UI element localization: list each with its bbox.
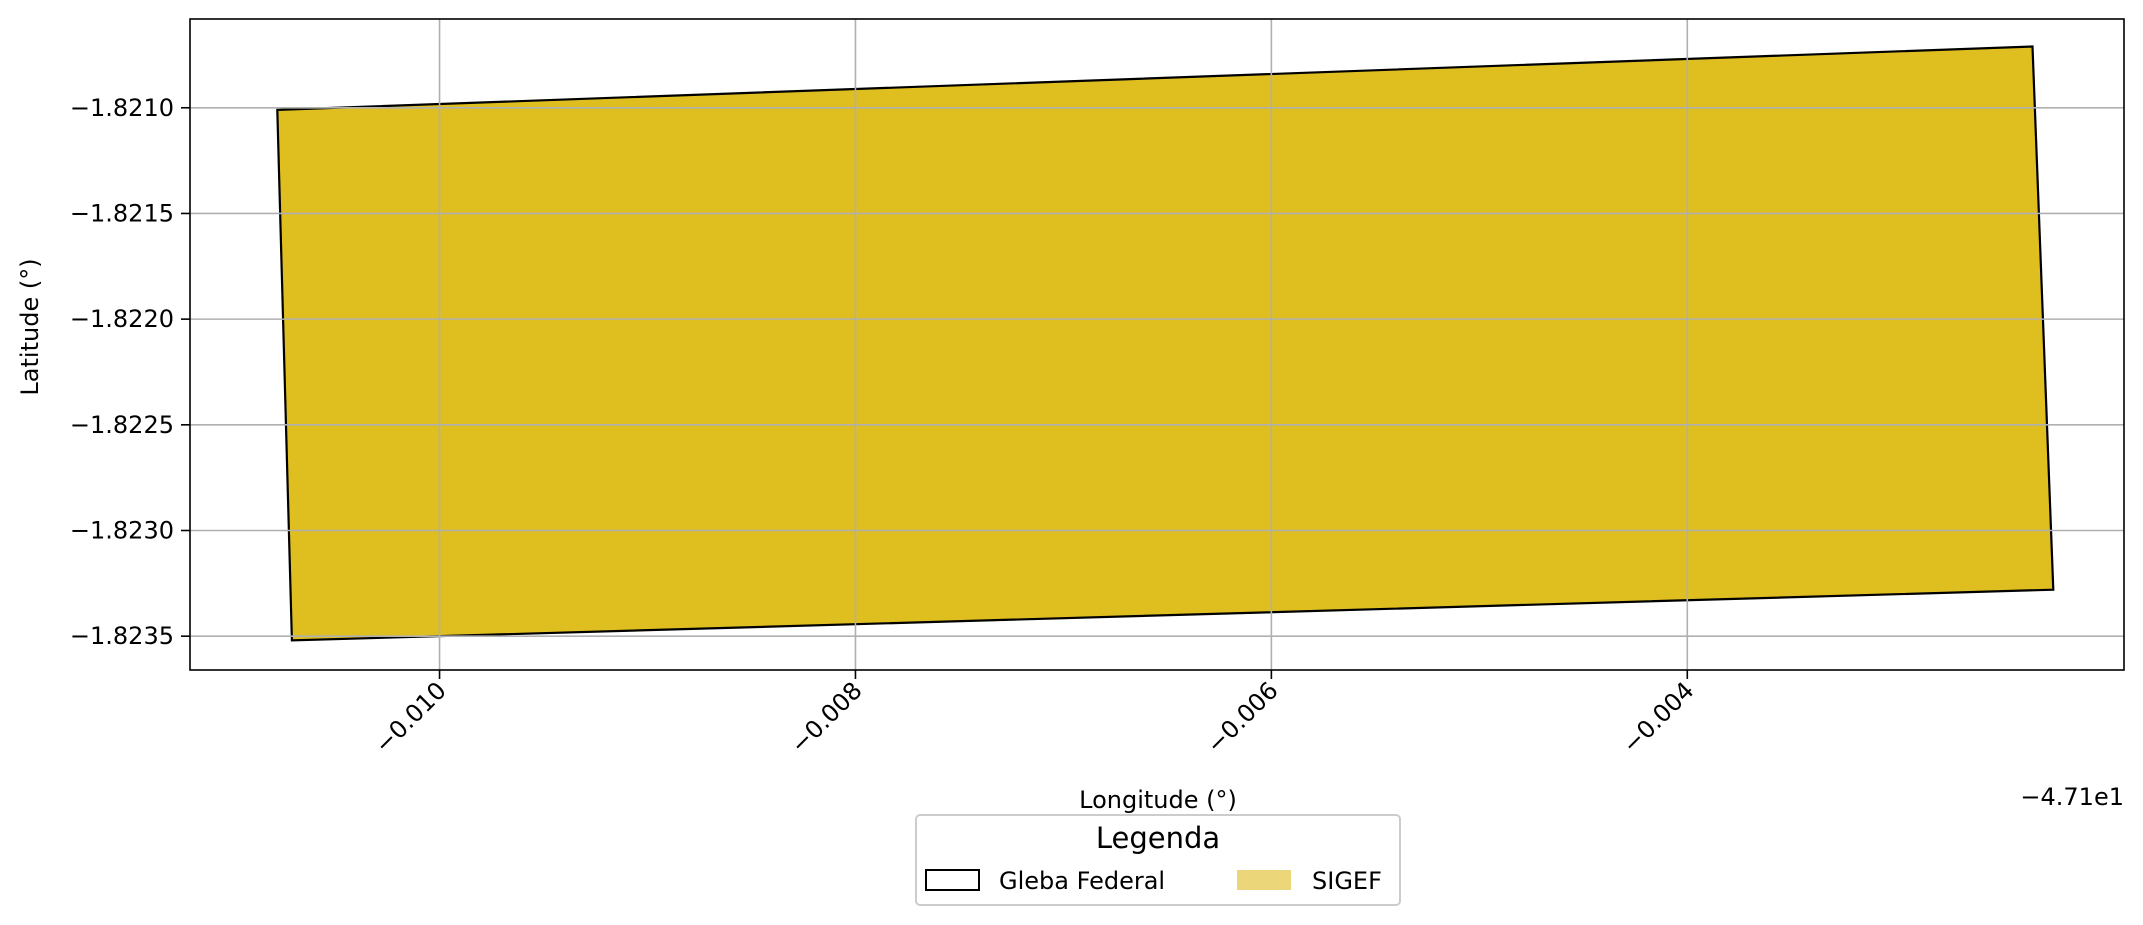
grid (189, 18, 2125, 671)
x-offset-label: −4.71e1 (2020, 783, 2124, 811)
y-tick-label: −1.8235 (70, 622, 174, 650)
y-tick-label: −1.8220 (70, 305, 174, 333)
y-tick-label: −1.8210 (70, 94, 174, 122)
parcel-polygon (276, 45, 2055, 642)
plot-area (276, 45, 2055, 642)
y-tick-label: −1.8225 (70, 411, 174, 439)
legend: Legenda Gleba Federal SIGEF (915, 814, 1401, 906)
legend-label-sigef: SIGEF (1312, 867, 1382, 895)
y-axis-label: Latitude (°) (16, 258, 44, 395)
y-tick-label: −1.8215 (70, 199, 174, 227)
legend-swatch-sigef (1237, 870, 1291, 890)
y-tick-label: −1.8230 (70, 517, 174, 545)
legend-swatch-gleba-federal (925, 869, 980, 891)
axes-frame (189, 18, 2125, 671)
legend-title: Legenda (1096, 821, 1220, 855)
legend-label-gleba-federal: Gleba Federal (999, 867, 1165, 895)
x-axis-label: Longitude (°) (1079, 786, 1237, 814)
